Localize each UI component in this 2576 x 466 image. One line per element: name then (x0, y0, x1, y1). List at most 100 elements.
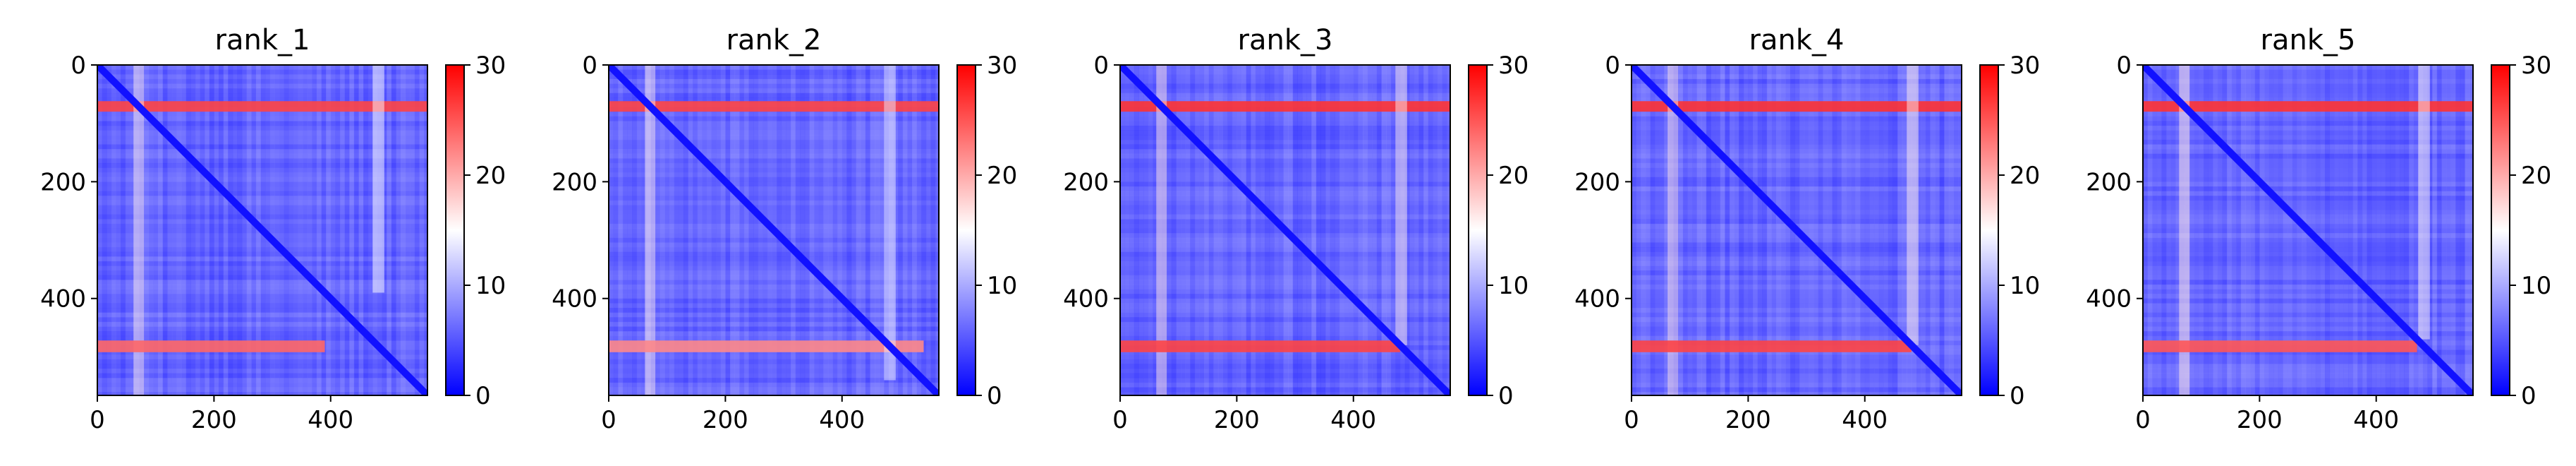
colorbar-tick-label: 20 (2010, 162, 2040, 190)
colorbar-tick-label: 20 (987, 162, 1017, 190)
column-stripe (1930, 65, 1935, 395)
x-tick-label: 400 (308, 406, 353, 434)
column-stripe (2446, 65, 2451, 395)
panel-title: rank_2 (727, 24, 822, 56)
x-tick-label: 200 (1725, 406, 1771, 434)
column-stripe (335, 65, 340, 395)
column-stripe (1423, 65, 1428, 395)
column-stripe (331, 65, 336, 395)
high-value-band-transposed (1395, 65, 1407, 345)
colorbar-tick-label: 30 (2010, 52, 2040, 80)
column-stripe (1958, 65, 1963, 395)
column-stripe (930, 65, 935, 395)
colorbar-tick-label: 0 (2010, 382, 2025, 410)
column-stripe (1442, 65, 1447, 395)
column-stripe (340, 65, 345, 395)
panel-title: rank_4 (1749, 24, 1845, 56)
column-stripe (2460, 65, 2465, 395)
column-stripe (396, 65, 401, 395)
x-tick-label: 0 (1624, 406, 1639, 434)
column-stripe (1409, 65, 1414, 395)
column-stripe (363, 65, 368, 395)
column-stripe (2441, 65, 2446, 395)
colorbar (957, 65, 976, 395)
column-stripe (368, 65, 373, 395)
column-stripe (419, 65, 424, 395)
column-stripe (345, 65, 350, 395)
colorbar-tick-label: 20 (2521, 162, 2551, 190)
y-tick-label: 0 (71, 52, 86, 80)
colorbar-tick-label: 20 (1498, 162, 1529, 190)
y-tick-label: 200 (1063, 168, 1109, 196)
column-stripe (401, 65, 406, 395)
x-tick-label: 0 (601, 406, 616, 434)
y-tick-label: 400 (1574, 285, 1620, 313)
heatmap-cells (1120, 65, 1452, 397)
column-stripe (410, 65, 415, 395)
column-stripe (2432, 65, 2437, 395)
high-value-band (609, 340, 924, 352)
heatmap-panel-5: rank_5 0 200 400 0 200 400 0 10 20 30 (2086, 24, 2551, 434)
colorbar-tick-label: 0 (475, 382, 491, 410)
column-stripe (1438, 65, 1442, 395)
y-tick-label: 200 (2086, 168, 2132, 196)
high-value-band (1120, 340, 1400, 352)
heatmap-cells (2143, 65, 2474, 397)
column-stripe (2469, 65, 2474, 395)
y-tick-label: 200 (552, 168, 597, 196)
panel-title: rank_1 (215, 24, 310, 56)
column-stripe (1418, 65, 1423, 395)
column-stripe (387, 65, 391, 395)
high-value-band (2143, 340, 2417, 352)
high-value-band-transposed (2418, 65, 2430, 340)
colorbar-tick-label: 20 (475, 162, 506, 190)
column-stripe (406, 65, 411, 395)
column-stripe (2451, 65, 2456, 395)
high-value-band (1632, 340, 1912, 352)
colorbar-tick-label: 30 (987, 52, 1017, 80)
column-stripe (2437, 65, 2442, 395)
x-tick-label: 400 (1842, 406, 1888, 434)
column-stripe (2455, 65, 2460, 395)
x-tick-label: 0 (2135, 406, 2151, 434)
colorbar-tick-label: 10 (2521, 272, 2551, 300)
column-stripe (1433, 65, 1438, 395)
heatmap-panel-3: rank_302004000 200 4000102030 (1063, 24, 1529, 434)
x-tick-label: 200 (1214, 406, 1260, 434)
panel-title: rank_3 (1238, 24, 1333, 56)
y-tick-label: 0 (2116, 52, 2132, 80)
column-stripe (391, 65, 396, 395)
column-stripe (354, 65, 359, 395)
column-stripe (326, 65, 331, 395)
heatmap-panel-2: rank_202004000 200 4000102030 (552, 24, 1017, 434)
y-tick-label: 400 (2086, 285, 2132, 313)
x-tick-label: 200 (2237, 406, 2283, 434)
colorbar-tick-label: 0 (1498, 382, 1514, 410)
column-stripe (1935, 65, 1940, 395)
y-tick-label: 400 (40, 285, 86, 313)
column-stripe (1926, 65, 1931, 395)
column-stripe (1953, 65, 1958, 395)
heatmap-cells (1632, 65, 1963, 397)
heatmap-cells (97, 65, 429, 397)
column-stripe (415, 65, 420, 395)
heatmap-panel-1: rank_102004000 200 4000102030 (40, 24, 506, 434)
y-tick-label: 0 (1605, 52, 1620, 80)
x-tick-label: 200 (703, 406, 748, 434)
colorbar (2491, 65, 2510, 395)
heatmap-cells (609, 65, 940, 397)
colorbar-tick-label: 30 (1498, 52, 1529, 80)
colorbar-tick-label: 0 (2521, 382, 2536, 410)
colorbar-tick-label: 30 (2521, 52, 2551, 80)
colorbar-tick-label: 10 (2010, 272, 2040, 300)
y-tick-label: 400 (1063, 285, 1109, 313)
colorbar-tick-label: 10 (1498, 272, 1529, 300)
column-stripe (1921, 65, 1926, 395)
colorbar-tick-label: 30 (475, 52, 506, 80)
colorbar-tick-label: 10 (987, 272, 1017, 300)
column-stripe (1944, 65, 1949, 395)
colorbar (446, 65, 464, 395)
x-tick-label: 400 (819, 406, 865, 434)
